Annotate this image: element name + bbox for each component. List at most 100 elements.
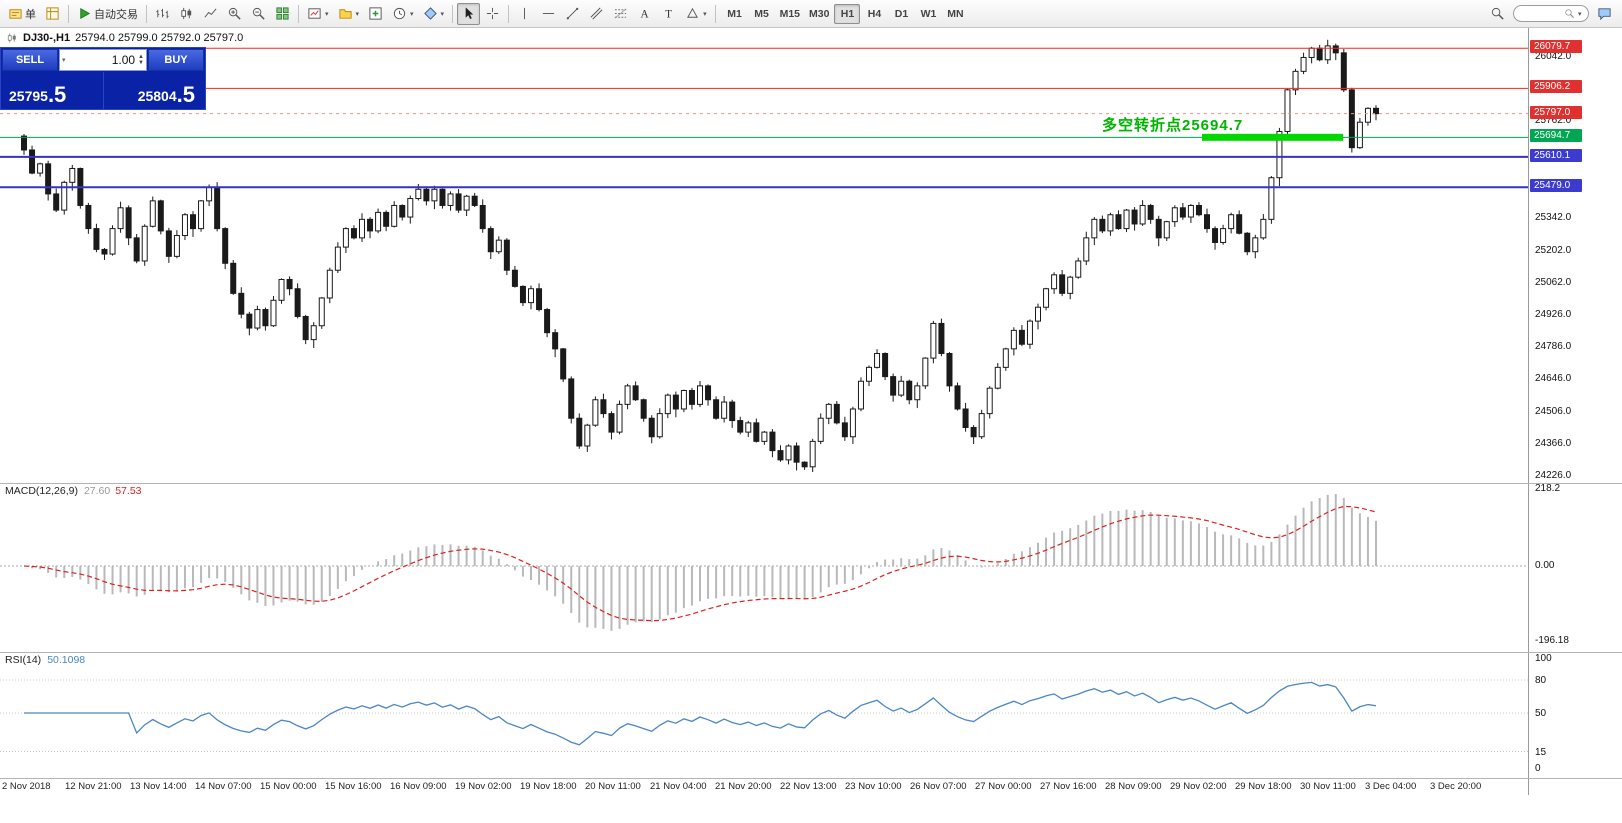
tile-windows-button[interactable] bbox=[271, 3, 294, 25]
time-axis-label: 20 Nov 11:00 bbox=[585, 781, 641, 792]
price-scale-label: 24226.0 bbox=[1535, 470, 1572, 482]
volume-value[interactable]: 1.00 bbox=[111, 53, 136, 67]
line-chart-button[interactable] bbox=[199, 3, 222, 25]
price-level-badge: 25610.1 bbox=[1530, 148, 1582, 162]
buy-price[interactable]: 25804.5 bbox=[103, 72, 205, 109]
chevron-down-icon[interactable]: ▾ bbox=[62, 57, 66, 64]
price-level-badge: 25694.7 bbox=[1530, 129, 1582, 143]
macd-panel-chart[interactable] bbox=[0, 483, 1528, 652]
spin-down-icon[interactable]: ▼ bbox=[138, 60, 144, 66]
bottom-strip bbox=[0, 795, 1622, 823]
panel-separator[interactable] bbox=[0, 483, 1622, 484]
price-scale-label: 24366.0 bbox=[1535, 438, 1572, 450]
autotrading-button[interactable]: 自动交易 bbox=[73, 3, 142, 25]
macd-scale-label: 218.2 bbox=[1535, 483, 1561, 494]
volume-spin-buttons[interactable]: ▲ ▼ bbox=[138, 54, 144, 66]
time-axis-label: 23 Nov 10:00 bbox=[845, 781, 902, 792]
rsi-scale-label: 0 bbox=[1535, 763, 1541, 774]
panel-separator bbox=[0, 778, 1622, 779]
channel-button[interactable] bbox=[585, 3, 608, 25]
toolbar-separator bbox=[68, 4, 69, 23]
timeframe-h4-button[interactable]: H4 bbox=[867, 7, 882, 20]
volume-stepper[interactable]: ▾ 1.00 ▲ ▼ bbox=[59, 49, 147, 71]
pivot-annotation[interactable]: 多空转折点25694.7 bbox=[1102, 117, 1244, 134]
search-box[interactable]: ▾ bbox=[1513, 5, 1589, 22]
timeframe-h1-button[interactable]: H1 bbox=[834, 3, 861, 24]
shapes-button[interactable]: ▾ bbox=[681, 3, 711, 25]
search-input[interactable] bbox=[1518, 7, 1562, 20]
label-button[interactable]: T bbox=[657, 3, 680, 25]
trendline-button[interactable] bbox=[561, 3, 584, 25]
bar-chart-button[interactable] bbox=[151, 3, 174, 25]
search-icon-button[interactable] bbox=[1486, 3, 1509, 25]
toolbar-separator bbox=[508, 4, 510, 23]
time-axis-label: 3 Dec 20:00 bbox=[1430, 781, 1482, 792]
time-axis-label: 19 Nov 18:00 bbox=[520, 781, 577, 792]
timeframe-w1-button[interactable]: W1 bbox=[920, 7, 937, 20]
text-button[interactable]: A bbox=[633, 3, 656, 25]
price-scale[interactable]: 26042.0 25762.0 25342.0 25202.0 25062.0 24926… bbox=[1528, 28, 1622, 795]
indicators-button[interactable] bbox=[364, 3, 387, 25]
templates-button[interactable]: ▾ bbox=[419, 3, 449, 25]
price-level-badge: 25906.2 bbox=[1530, 80, 1582, 94]
toolbar-separator bbox=[146, 4, 147, 23]
spin-up-icon[interactable]: ▲ bbox=[138, 54, 144, 60]
toolbar-separator bbox=[714, 4, 716, 23]
symbol-label: DJ30-,H1 bbox=[23, 32, 71, 44]
candlestick-button[interactable] bbox=[175, 3, 198, 25]
chevron-down-icon[interactable]: ▾ bbox=[1578, 10, 1582, 18]
time-axis-label: 29 Nov 18:00 bbox=[1235, 781, 1292, 792]
chart-window[interactable]: DJ30-,H1 25794.0 25799.0 25792.0 25797.0… bbox=[0, 28, 1528, 795]
sell-price[interactable]: 25795.5 bbox=[9, 82, 67, 107]
panel-separator[interactable] bbox=[0, 652, 1622, 653]
price-scale-label: 26042.0 bbox=[1535, 50, 1572, 62]
profiles-button[interactable]: ▾ bbox=[334, 3, 364, 25]
time-axis-label: 29 Nov 02:00 bbox=[1170, 781, 1227, 792]
market-watch-button[interactable] bbox=[41, 3, 64, 25]
svg-text:A: A bbox=[641, 8, 650, 20]
community-button[interactable] bbox=[1593, 3, 1616, 25]
rsi-scale-label: 100 bbox=[1535, 653, 1552, 664]
timeframe-m5-button[interactable]: M5 bbox=[754, 7, 769, 20]
price-level-badge: 25479.0 bbox=[1530, 179, 1582, 193]
sell-button[interactable]: SELL bbox=[2, 49, 58, 71]
price-level-badge: 26079.7 bbox=[1530, 40, 1582, 54]
time-axis[interactable]: 2 Nov 2018 12 Nov 21:00 13 Nov 14:00 14 Nov… bbox=[0, 778, 1528, 795]
fibonacci-button[interactable] bbox=[609, 3, 632, 25]
time-axis-label: 3 Dec 04:00 bbox=[1365, 781, 1417, 792]
toolbar-separator bbox=[452, 4, 454, 23]
periods-button[interactable]: ▾ bbox=[388, 3, 418, 25]
zoom-in-button[interactable] bbox=[223, 3, 246, 25]
new-chart-button[interactable]: ▾ bbox=[303, 3, 333, 25]
vertical-line-button[interactable] bbox=[513, 3, 536, 25]
ohlc-values: 25794.0 25799.0 25792.0 25797.0 bbox=[75, 32, 244, 44]
toolbar-right: ▾ bbox=[1486, 3, 1618, 25]
rsi-label: RSI(14) 50.1098 bbox=[5, 654, 86, 666]
timeframe-m1-button[interactable]: M1 bbox=[727, 7, 742, 20]
cursor-button[interactable] bbox=[457, 2, 481, 25]
toolbar-buttons: 单自动交易 ▾ ▾ ▾ ▾ A T ▾ bbox=[4, 2, 719, 25]
time-axis-label: 15 Nov 16:00 bbox=[325, 781, 382, 792]
new-order-button[interactable]: 单 bbox=[4, 3, 40, 25]
search-icon bbox=[1564, 8, 1575, 19]
timeframe-d1-button[interactable]: D1 bbox=[894, 7, 909, 20]
zoom-out-button[interactable] bbox=[247, 3, 270, 25]
horizontal-line-button[interactable] bbox=[537, 3, 560, 25]
price-scale-label: 25762.0 bbox=[1535, 115, 1572, 127]
price-scale-label: 24506.0 bbox=[1535, 405, 1572, 417]
crosshair-button[interactable] bbox=[481, 3, 504, 25]
timeframe-m30-button[interactable]: M30 bbox=[809, 7, 830, 20]
timeframe-mn-button[interactable]: MN bbox=[947, 7, 964, 20]
time-axis-label: 21 Nov 20:00 bbox=[715, 781, 772, 792]
timeframe-m15-button[interactable]: M15 bbox=[779, 7, 801, 20]
macd-scale-label: -196.18 bbox=[1535, 635, 1569, 646]
buy-button[interactable]: BUY bbox=[148, 49, 204, 71]
price-scale-label: 24926.0 bbox=[1535, 308, 1572, 320]
price-chart[interactable] bbox=[0, 28, 1528, 483]
rsi-panel-chart[interactable] bbox=[0, 652, 1528, 778]
rsi-scale-label: 80 bbox=[1535, 675, 1547, 686]
svg-text:T: T bbox=[665, 8, 672, 20]
rsi-scale-label: 50 bbox=[1535, 708, 1547, 719]
time-axis-label: 15 Nov 00:00 bbox=[260, 781, 317, 792]
